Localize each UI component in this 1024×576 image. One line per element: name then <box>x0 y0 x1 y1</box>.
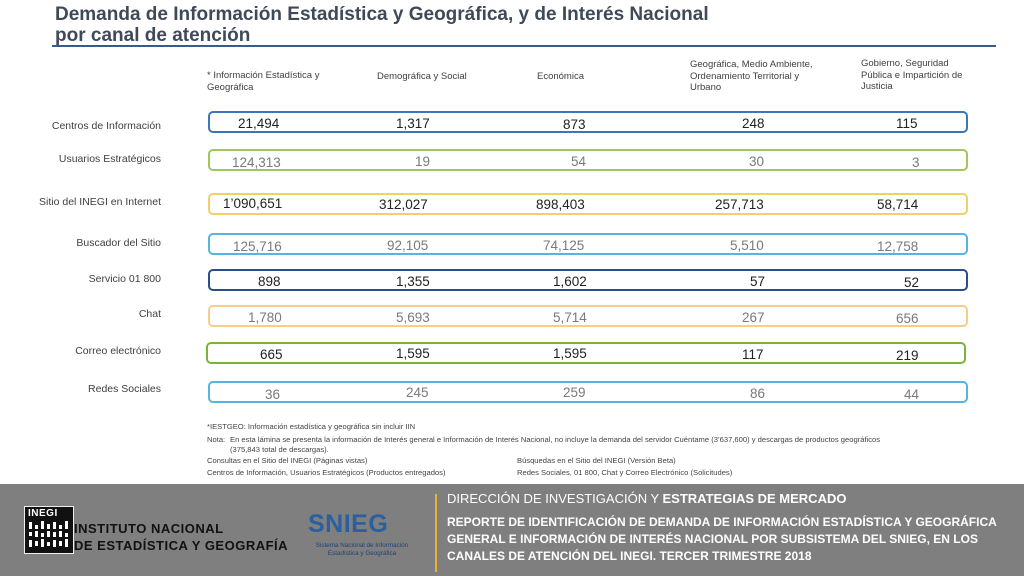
cell-sitio-economica: 898,403 <box>536 197 585 212</box>
cell-redes-geografica: 86 <box>750 386 766 401</box>
cell-centros-economica: 873 <box>563 117 586 132</box>
cell-centros-geografica: 248 <box>742 116 765 131</box>
cell-servicio-gobierno: 52 <box>904 275 920 290</box>
cell-usuarios-gobierno: 3 <box>912 155 920 170</box>
column-header-estadistica-geografica: * Información Estadística y Geográfica <box>207 70 320 93</box>
cell-buscador-geografica: 5,510 <box>730 238 764 253</box>
cell-centros-estadistica: 21,494 <box>238 116 280 131</box>
inegi-logo: INEGI <box>24 506 74 554</box>
row-label-servicio-01800: Servicio 01 800 <box>88 273 161 285</box>
row-frame-buscador-sitio <box>208 233 968 255</box>
inegi-name-line-2: DE ESTADÍSTICA Y GEOGRAFÍA <box>74 538 289 553</box>
cell-servicio-estadistica: 898 <box>258 274 281 289</box>
page-title: Demanda de Información Estadística y Geo… <box>55 4 709 46</box>
inegi-name-line-1: INSTITUTO NACIONAL <box>74 521 224 536</box>
cell-centros-demografica: 1,317 <box>396 116 430 131</box>
row-frame-usuarios-estrategicos <box>208 149 968 171</box>
cell-correo-economica: 1,595 <box>553 346 587 361</box>
column-header-demografica-social: Demográfica y Social <box>377 71 467 82</box>
column-header-geografica: Geográfica, Medio Ambiente, Ordenamiento… <box>690 59 813 93</box>
cell-buscador-demografica: 92,105 <box>387 238 429 253</box>
inegi-institution-name: INSTITUTO NACIONAL DE ESTADÍSTICA Y GEOG… <box>74 520 288 554</box>
note-consultas-sitio: Consultas en el Sitio del INEGI (Páginas… <box>207 456 368 465</box>
row-label-correo-electronico: Correo electrónico <box>75 345 161 357</box>
row-label-redes-sociales: Redes Sociales <box>88 383 161 395</box>
cell-servicio-geografica: 57 <box>750 274 766 289</box>
row-label-usuarios-estrategicos: Usuarios Estratégicos <box>58 153 161 165</box>
footer-bar <box>0 484 1024 576</box>
cell-buscador-economica: 74,125 <box>543 238 585 253</box>
cell-redes-estadistica: 36 <box>265 387 281 402</box>
note-redes-solicitudes: Redes Sociales, 01 800, Chat y Correo El… <box>517 468 733 477</box>
row-label-buscador-sitio: Buscador del Sitio <box>76 237 161 249</box>
cell-redes-economica: 259 <box>563 385 586 400</box>
cell-usuarios-economica: 54 <box>571 154 587 169</box>
title-divider <box>52 45 996 47</box>
cell-usuarios-geografica: 30 <box>749 154 765 169</box>
direction-part-2: ESTRATEGIAS DE MERCADO <box>662 491 847 506</box>
snieg-subtitle: Sistema Nacional de Información Estadíst… <box>315 542 409 557</box>
cell-servicio-economica: 1,602 <box>553 274 587 289</box>
cell-buscador-gobierno: 12,758 <box>877 239 919 254</box>
cell-correo-estadistica: 665 <box>260 347 283 362</box>
cell-servicio-demografica: 1,355 <box>396 274 430 289</box>
note-line-1: En esta lámina se presenta la informació… <box>230 435 881 444</box>
column-header-economica: Económica <box>537 71 584 82</box>
title-line-1: Demanda de Información Estadística y Geo… <box>55 4 709 25</box>
row-frame-chat <box>208 305 968 327</box>
direction-part-1: DIRECCIÓN DE INVESTIGACIÓN Y <box>447 491 663 506</box>
direction-heading: DIRECCIÓN DE INVESTIGACIÓN Y ESTRATEGIAS… <box>447 491 846 506</box>
cell-chat-demografica: 5,693 <box>396 310 430 325</box>
cell-sitio-geografica: 257,713 <box>715 197 764 212</box>
inegi-logo-text: INEGI <box>28 508 58 519</box>
cell-usuarios-demografica: 19 <box>415 154 431 169</box>
cell-usuarios-estadistica: 124,313 <box>232 155 281 170</box>
cell-chat-estadistica: 1,780 <box>248 310 282 325</box>
row-frame-redes-sociales <box>208 381 968 403</box>
cell-correo-demografica: 1,595 <box>396 346 430 361</box>
column-header-gobierno: Gobierno, Seguridad Pública e Impartició… <box>861 58 963 92</box>
row-frame-correo-electronico <box>206 342 966 364</box>
cell-chat-geografica: 267 <box>742 310 765 325</box>
note-line-2: (375,843 total de descargas). <box>230 445 329 454</box>
row-label-centros-informacion: Centros de Información <box>51 120 161 132</box>
note-centros-usuarios: Centros de Información, Usuarios Estraté… <box>207 468 446 477</box>
inegi-grid-icon <box>29 521 68 547</box>
cell-chat-economica: 5,714 <box>553 310 587 325</box>
cell-correo-geografica: 117 <box>742 347 764 362</box>
cell-buscador-estadistica: 125,716 <box>233 239 282 254</box>
snieg-logo: SNIEG <box>308 510 389 538</box>
title-line-2: por canal de atención <box>55 25 251 46</box>
cell-sitio-estadistica: 1’090,651 <box>223 196 283 211</box>
cell-redes-demografica: 245 <box>406 385 429 400</box>
cell-centros-gobierno: 115 <box>896 116 918 131</box>
cell-sitio-gobierno: 58,714 <box>877 197 919 212</box>
cell-sitio-demografica: 312,027 <box>379 197 428 212</box>
cell-chat-gobierno: 656 <box>896 311 919 326</box>
row-frame-sitio-inegi <box>208 193 968 215</box>
note-busquedas-sitio: Búsquedas en el Sitio del INEGI (Versión… <box>517 456 676 465</box>
report-title: REPORTE DE IDENTIFICACIÓN DE DEMANDA DE … <box>447 515 997 563</box>
footer-divider <box>435 494 437 572</box>
cell-correo-gobierno: 219 <box>896 348 919 363</box>
note-iestgeo: *IESTGEO: Información estadística y geog… <box>207 422 416 431</box>
cell-redes-gobierno: 44 <box>904 387 920 402</box>
row-label-chat: Chat <box>138 308 161 320</box>
note-label: Nota: <box>207 435 226 444</box>
row-label-sitio-inegi: Sitio del INEGI en Internet <box>39 196 161 208</box>
row-frame-servicio-01800 <box>208 269 968 291</box>
row-frame-centros-informacion <box>208 111 968 133</box>
